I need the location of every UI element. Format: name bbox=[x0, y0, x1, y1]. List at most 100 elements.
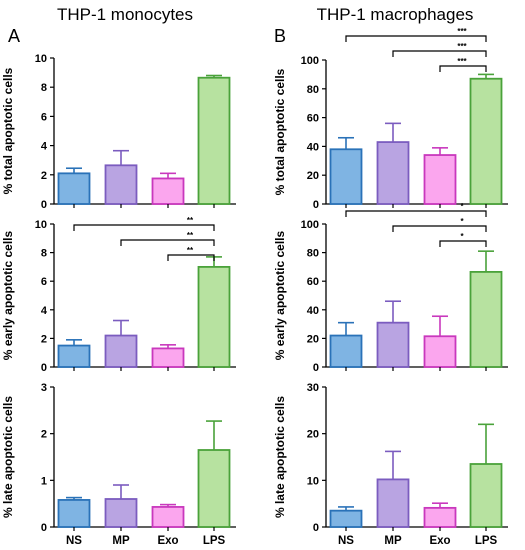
y-tick-label: 6 bbox=[41, 276, 47, 288]
panel-b-late: % late apoptotic cells 0 10 20 30 NS MP Exo LPS bbox=[273, 382, 508, 547]
y-tick-label: 100 bbox=[301, 219, 319, 231]
bar-exo bbox=[423, 506, 457, 528]
y-axis-label: % total apoptotic cells bbox=[1, 67, 15, 194]
bar-lps bbox=[197, 449, 231, 528]
significance-label: *** bbox=[457, 57, 467, 66]
significance-label: * bbox=[460, 217, 464, 226]
significance-bracket bbox=[439, 240, 487, 247]
bar-ns bbox=[57, 499, 91, 528]
y-tick-label: 10 bbox=[35, 53, 47, 65]
y-tick-label: 2 bbox=[41, 429, 47, 441]
y-tick-label: 60 bbox=[307, 113, 319, 125]
y-tick-label: 20 bbox=[307, 333, 319, 345]
y-tick-label: 80 bbox=[307, 84, 319, 96]
y-tick-label: 4 bbox=[41, 141, 48, 153]
column-title-macrophages: THP-1 macrophages bbox=[317, 5, 474, 24]
significance-bracket bbox=[73, 224, 215, 231]
y-tick-label: 3 bbox=[41, 382, 47, 394]
category-label-ns: NS bbox=[66, 535, 82, 547]
y-axis-label: % late apoptotic cells bbox=[273, 396, 287, 518]
significance-bracket bbox=[345, 210, 487, 217]
category-label-mp: MP bbox=[384, 535, 402, 547]
panel-a-total: % total apoptotic cells 0 2 4 6 8 10 bbox=[1, 53, 236, 211]
y-tick-label: 100 bbox=[301, 55, 319, 67]
y-tick-label: 0 bbox=[41, 362, 47, 374]
bar-ns bbox=[329, 334, 363, 368]
significance-label: ** bbox=[187, 246, 194, 255]
y-tick-label: 20 bbox=[307, 429, 319, 441]
y-tick-label: 10 bbox=[307, 475, 319, 487]
bar-lps bbox=[469, 77, 503, 205]
bar-lps bbox=[197, 265, 231, 368]
significance-label: * bbox=[460, 232, 464, 241]
y-tick-label: 30 bbox=[307, 382, 319, 394]
bar-ns bbox=[57, 172, 91, 205]
bar-exo bbox=[423, 335, 457, 368]
category-label-mp: MP bbox=[112, 535, 130, 547]
panel-b-total: % total apoptotic cells020406080100*****… bbox=[273, 27, 508, 211]
panel-letter-a: A bbox=[8, 26, 20, 46]
y-tick-label: 1 bbox=[41, 475, 47, 487]
y-tick-label: 2 bbox=[41, 333, 47, 345]
significance-label: ** bbox=[187, 216, 194, 225]
y-tick-label: 2 bbox=[41, 170, 47, 182]
bar-exo bbox=[151, 177, 185, 205]
y-tick-label: 0 bbox=[313, 362, 319, 374]
y-tick-label: 6 bbox=[41, 111, 47, 123]
y-tick-label: 0 bbox=[41, 522, 47, 534]
category-label-exo: Exo bbox=[157, 535, 178, 547]
y-tick-label: 20 bbox=[307, 170, 319, 182]
significance-label: * bbox=[460, 202, 464, 211]
y-tick-label: 80 bbox=[307, 248, 319, 260]
category-label-ns: NS bbox=[338, 535, 354, 547]
y-tick-label: 0 bbox=[313, 199, 319, 211]
category-label-lps: LPS bbox=[203, 535, 226, 547]
bar-lps bbox=[197, 76, 231, 205]
significance-label: *** bbox=[457, 42, 467, 51]
significance-label: *** bbox=[457, 27, 467, 36]
significance-bracket bbox=[439, 65, 487, 72]
bar-mp bbox=[104, 334, 138, 368]
bar-lps bbox=[469, 271, 503, 368]
y-axis-label: % early apoptotic cells bbox=[1, 230, 15, 360]
bar-mp bbox=[104, 164, 138, 205]
y-axis-label: % total apoptotic cells bbox=[273, 68, 287, 195]
y-tick-label: 60 bbox=[307, 276, 319, 288]
column-title-monocytes: THP-1 monocytes bbox=[57, 5, 193, 24]
panel-b-early: % early apoptotic cells 0 20 40 60 80 100 * * * bbox=[273, 202, 508, 374]
category-label-exo: Exo bbox=[429, 535, 450, 547]
significance-label: ** bbox=[187, 231, 194, 240]
bar-mp bbox=[376, 141, 410, 205]
significance-bracket bbox=[120, 239, 215, 246]
significance-bracket bbox=[345, 35, 487, 42]
bar-ns bbox=[329, 509, 363, 528]
significance-bracket bbox=[167, 254, 215, 261]
bar-exo bbox=[151, 506, 185, 528]
y-tick-label: 0 bbox=[41, 199, 47, 211]
bar-mp bbox=[104, 498, 138, 528]
category-label-lps: LPS bbox=[475, 535, 498, 547]
panel-a-early: % early apoptotic cells 0 2 4 6 8 10 ** ** ** bbox=[1, 216, 236, 374]
bar-ns bbox=[329, 148, 363, 205]
y-axis-label: % early apoptotic cells bbox=[273, 230, 287, 360]
bar-mp bbox=[376, 321, 410, 368]
panel-letter-b: B bbox=[274, 26, 286, 46]
significance-bracket bbox=[392, 225, 487, 232]
y-tick-label: 8 bbox=[41, 248, 47, 260]
y-tick-label: 10 bbox=[35, 219, 47, 231]
bar-exo bbox=[423, 154, 457, 205]
bar-exo bbox=[151, 347, 185, 368]
significance-bracket bbox=[392, 50, 487, 57]
bar-mp bbox=[376, 478, 410, 528]
bar-ns bbox=[57, 344, 91, 368]
y-tick-label: 40 bbox=[307, 305, 319, 317]
y-tick-label: 4 bbox=[41, 305, 48, 317]
panel-a-late: % late apoptotic cells 0 1 2 3 NS MP Exo LPS bbox=[1, 382, 236, 547]
y-axis-label: % late apoptotic cells bbox=[1, 396, 15, 518]
y-tick-label: 0 bbox=[313, 522, 319, 534]
y-tick-label: 40 bbox=[307, 141, 319, 153]
bar-lps bbox=[469, 463, 503, 528]
y-tick-label: 8 bbox=[41, 82, 47, 94]
